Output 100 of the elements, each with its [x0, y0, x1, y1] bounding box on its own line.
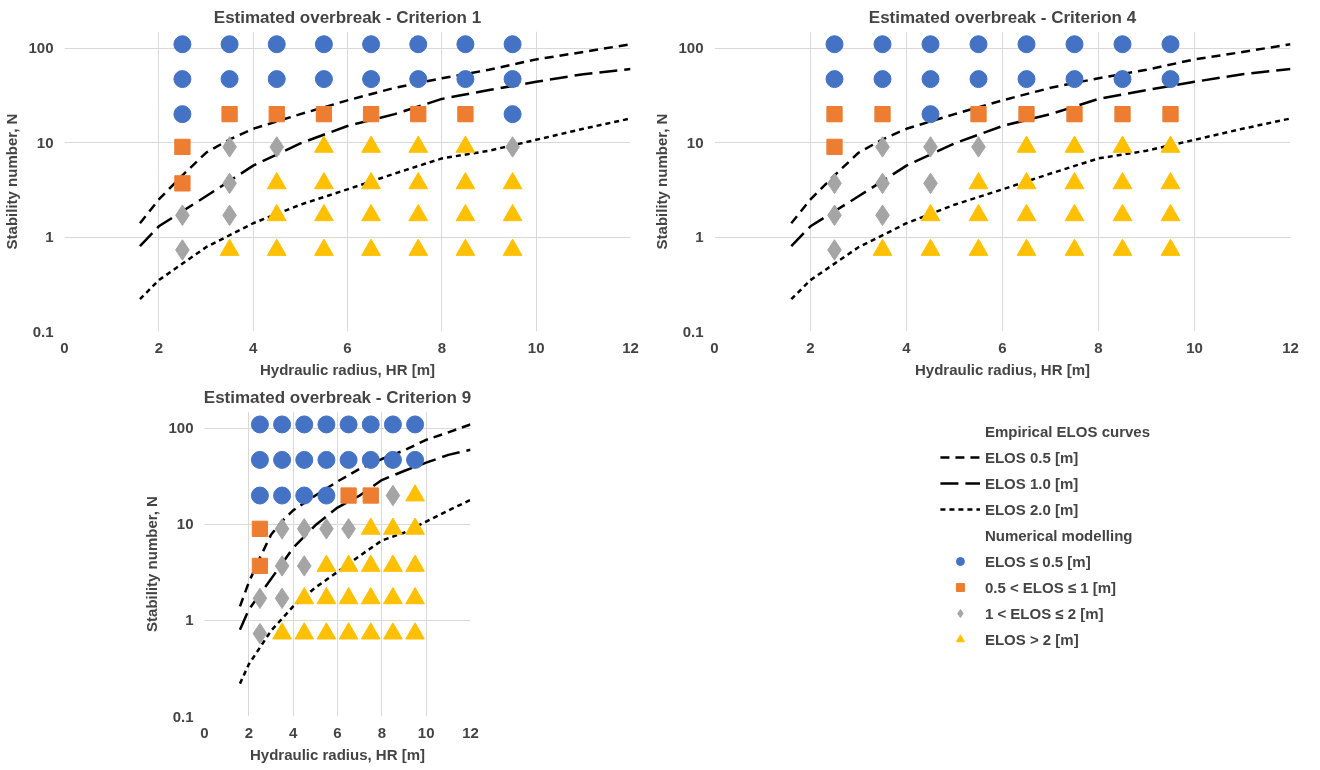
chart-title: Estimated overbreak - Criterion 1: [213, 7, 482, 27]
y-tick-label: 100: [168, 419, 194, 437]
x-tick-label: 0: [200, 723, 209, 741]
y-tick-label: 0.1: [172, 707, 194, 725]
legend-label: 1 < ELOS ≤ 2 [m]: [984, 603, 1104, 623]
point: [250, 450, 269, 469]
line-series: [790, 42, 1291, 225]
line-series: [138, 67, 631, 248]
y-axis-title: Stability number, N: [653, 113, 671, 250]
point: [1016, 135, 1037, 153]
chart-title: Estimated overbreak - Criterion 4: [868, 7, 1137, 27]
point: [826, 138, 843, 156]
point: [1160, 135, 1181, 153]
point: [295, 486, 314, 505]
legend-label: ELOS 1.0 [m]: [984, 473, 1079, 493]
legend-label: ELOS > 2 [m]: [984, 629, 1079, 649]
legend-label: ELOS 2.0 [m]: [984, 499, 1079, 519]
x-tick-label: 6: [998, 338, 1007, 356]
point: [339, 450, 358, 469]
x-tick-label: 10: [1186, 338, 1203, 356]
point: [316, 587, 337, 605]
point: [1161, 35, 1180, 54]
point: [1114, 106, 1131, 123]
point: [825, 35, 844, 54]
point: [1112, 135, 1133, 153]
point: [1064, 172, 1085, 190]
x-tick-label: 12: [1282, 338, 1299, 356]
point: [921, 35, 940, 54]
point: [968, 238, 989, 256]
point: [1113, 35, 1132, 54]
text: Numerical modelling: [984, 525, 1133, 545]
point: [273, 486, 292, 505]
y-tick-label: 1: [695, 228, 704, 246]
x-axis-title: Hydraulic radius, HR [m]: [259, 360, 436, 378]
x-tick-label: 6: [343, 338, 352, 356]
point: [1064, 238, 1085, 256]
point: [1160, 238, 1181, 256]
point: [1161, 70, 1180, 89]
point: [294, 587, 315, 605]
point: [405, 517, 425, 535]
y-tick-label: 1: [185, 611, 194, 629]
point: [872, 238, 893, 256]
point: [360, 517, 381, 535]
point: [273, 415, 292, 434]
legend-label: ELOS ≤ 0.5 [m]: [984, 551, 1091, 571]
point: [1066, 106, 1083, 123]
point: [338, 622, 359, 640]
x-tick-label: 4: [249, 338, 258, 356]
line-series: [238, 448, 471, 632]
y-tick-label: 0.1: [682, 322, 704, 340]
point: [826, 106, 843, 123]
y-tick-label: 10: [176, 515, 194, 533]
point: [874, 106, 891, 123]
line-series: [138, 117, 631, 301]
point: [825, 70, 844, 89]
point: [969, 35, 988, 54]
point: [360, 587, 381, 605]
point: [405, 484, 425, 502]
point: [873, 35, 892, 54]
x-tick-label: 8: [1094, 338, 1103, 356]
line-series: [790, 117, 1291, 301]
point: [968, 172, 989, 190]
point: [406, 450, 425, 469]
point: [317, 415, 336, 434]
point: [921, 105, 940, 124]
point: [361, 415, 380, 434]
x-tick-label: 10: [417, 723, 435, 741]
point: [295, 450, 314, 469]
point: [1160, 172, 1181, 190]
point: [1065, 35, 1084, 54]
y-tick-label: 10: [686, 133, 704, 151]
point: [1016, 203, 1037, 222]
point: [1112, 172, 1133, 190]
line-series: [238, 498, 471, 685]
x-tick-label: 4: [902, 338, 912, 356]
point: [274, 555, 290, 577]
point: [968, 203, 989, 222]
point: [1017, 35, 1036, 54]
x-tick-label: 8: [437, 338, 447, 356]
point: [296, 518, 312, 540]
point: [296, 555, 312, 577]
y-tick-label: 100: [28, 39, 54, 57]
point: [1162, 106, 1179, 123]
x-tick-label: 0: [710, 338, 719, 356]
point: [1016, 172, 1037, 190]
point: [339, 415, 358, 434]
point: [1064, 203, 1085, 222]
point: [250, 486, 269, 505]
point: [360, 622, 381, 640]
x-tick-label: 2: [244, 723, 254, 741]
y-tick-label: 100: [678, 39, 704, 57]
point: [1112, 203, 1133, 222]
point: [338, 554, 359, 572]
point: [920, 238, 941, 256]
point: [969, 70, 988, 89]
point: [970, 106, 987, 123]
point: [1065, 70, 1084, 89]
point: [383, 622, 403, 640]
point: [272, 622, 292, 640]
x-tick-label: 12: [462, 723, 479, 741]
